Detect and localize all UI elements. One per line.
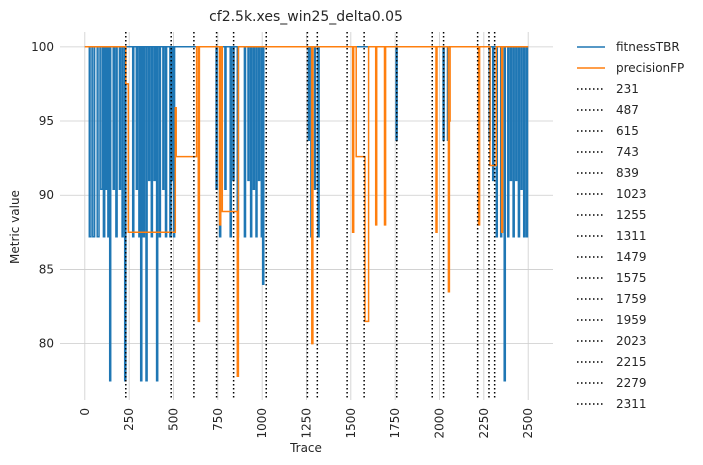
- x-tick-label: 500: [166, 408, 180, 431]
- legend-label: 839: [616, 166, 639, 180]
- y-tick-label: 80: [39, 337, 54, 351]
- x-tick-label: 2500: [521, 408, 535, 439]
- series-line-fitnessTBR: [84, 46, 529, 382]
- x-tick-label: 2250: [477, 408, 491, 439]
- legend-label: 1959: [616, 313, 647, 327]
- x-axis: 0 250 500 750 1000 1250 1500 1750 2000 2250 2500: [78, 408, 535, 439]
- legend-label: 1575: [616, 271, 647, 285]
- legend-label: 2023: [616, 334, 647, 348]
- x-tick-label: 750: [211, 408, 225, 431]
- x-tick-label: 1000: [255, 408, 269, 439]
- legend-label: 615: [616, 124, 639, 138]
- legend-label: 2311: [616, 397, 647, 411]
- y-axis-label: Metric value: [8, 190, 22, 264]
- y-tick-label: 95: [39, 114, 54, 128]
- legend-label: 1255: [616, 208, 647, 222]
- x-tick-label: 1250: [300, 408, 314, 439]
- series-line-precisionFP: [84, 46, 529, 378]
- plot-area: [84, 32, 529, 400]
- legend-label: 231: [616, 82, 639, 96]
- legend-label: precisionFP: [616, 61, 684, 75]
- x-tick-label: 2000: [433, 408, 447, 439]
- legend-label: 2279: [616, 376, 647, 390]
- chart-title: cf2.5k.xes_win25_delta0.05: [209, 9, 403, 25]
- y-tick-label: 100: [31, 40, 54, 54]
- legend-label: 487: [616, 103, 639, 117]
- x-tick-label: 250: [122, 408, 136, 431]
- legend-label: 1311: [616, 229, 647, 243]
- legend: fitnessTBR precisionFP 231 487 615 743 839 1023…: [577, 40, 684, 411]
- x-tick-label: 0: [78, 408, 92, 416]
- legend-label: 1759: [616, 292, 647, 306]
- y-axis: 80 85 90 95 100: [31, 40, 54, 351]
- x-tick-label: 1500: [344, 408, 358, 439]
- x-axis-label: Trace: [289, 441, 322, 455]
- legend-label: 743: [616, 145, 639, 159]
- x-tick-label: 1750: [388, 408, 402, 439]
- legend-label: fitnessTBR: [616, 40, 680, 54]
- legend-label: 1023: [616, 187, 647, 201]
- y-tick-label: 90: [39, 188, 54, 202]
- legend-label: 2215: [616, 355, 647, 369]
- y-tick-label: 85: [39, 262, 54, 276]
- legend-label: 1479: [616, 250, 647, 264]
